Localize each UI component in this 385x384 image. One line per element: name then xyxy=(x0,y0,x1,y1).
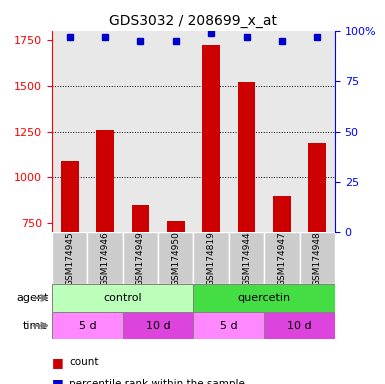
Bar xyxy=(229,232,264,284)
Bar xyxy=(123,31,158,232)
Bar xyxy=(52,284,193,312)
Bar xyxy=(52,312,123,339)
Bar xyxy=(87,232,123,284)
Bar xyxy=(52,31,87,232)
Bar xyxy=(264,232,300,284)
Text: ■: ■ xyxy=(52,356,64,369)
Text: GSM174944: GSM174944 xyxy=(242,231,251,286)
Bar xyxy=(52,232,87,284)
Bar xyxy=(87,31,123,232)
Bar xyxy=(264,31,300,232)
Bar xyxy=(123,232,158,284)
Text: GSM174819: GSM174819 xyxy=(207,231,216,286)
Bar xyxy=(193,312,264,339)
Text: GSM174946: GSM174946 xyxy=(100,231,110,286)
Text: time: time xyxy=(23,321,49,331)
Text: agent: agent xyxy=(16,293,49,303)
Text: GSM174948: GSM174948 xyxy=(313,231,322,286)
Text: quercetin: quercetin xyxy=(238,293,291,303)
Bar xyxy=(193,232,229,284)
Bar xyxy=(193,31,229,232)
Bar xyxy=(273,196,291,232)
Bar xyxy=(132,205,149,232)
Bar xyxy=(158,31,193,232)
Bar xyxy=(202,45,220,232)
Text: 5 d: 5 d xyxy=(220,321,238,331)
Bar xyxy=(193,284,335,312)
Bar xyxy=(167,221,185,232)
Text: control: control xyxy=(104,293,142,303)
Text: 10 d: 10 d xyxy=(287,321,312,331)
Text: GSM174945: GSM174945 xyxy=(65,231,74,286)
Text: ■: ■ xyxy=(52,377,64,384)
Bar xyxy=(300,232,335,284)
Bar xyxy=(61,161,79,232)
Text: GSM174949: GSM174949 xyxy=(136,231,145,286)
Text: count: count xyxy=(69,358,99,367)
Text: 5 d: 5 d xyxy=(79,321,96,331)
Title: GDS3032 / 208699_x_at: GDS3032 / 208699_x_at xyxy=(109,14,278,28)
Bar xyxy=(96,130,114,232)
Bar xyxy=(123,312,193,339)
Text: percentile rank within the sample: percentile rank within the sample xyxy=(69,379,245,384)
Bar xyxy=(300,31,335,232)
Bar xyxy=(229,31,264,232)
Bar xyxy=(158,232,193,284)
Bar xyxy=(264,312,335,339)
Bar xyxy=(238,82,255,232)
Text: GSM174947: GSM174947 xyxy=(277,231,286,286)
Text: 10 d: 10 d xyxy=(146,321,171,331)
Bar xyxy=(308,142,326,232)
Text: GSM174950: GSM174950 xyxy=(171,231,180,286)
